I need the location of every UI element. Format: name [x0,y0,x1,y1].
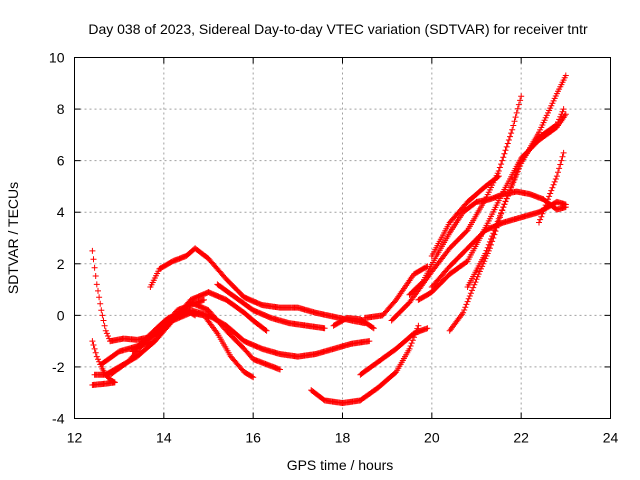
series-track-18 [428,198,569,290]
series-track-11 [214,281,328,332]
data-series [89,72,569,406]
series-markers [464,106,567,290]
y-axis-label: SDTVAR / TECUs [5,182,21,294]
y-tick-label: -4 [52,411,65,427]
x-tick-label: 16 [245,430,261,446]
x-axis-label: GPS time / hours [287,457,394,473]
series-track-12 [308,322,422,406]
series-track-1 [89,247,114,345]
series-markers [357,325,431,378]
x-tick-label: 12 [67,430,83,446]
series-markers [330,314,377,332]
y-tick-label: 0 [57,307,65,323]
y-tick-label: 8 [57,101,65,117]
y-tick-label: 2 [57,256,65,272]
y-tick-label: 10 [49,50,65,66]
series-markers [428,198,569,290]
series-track-13 [330,314,377,332]
series-markers [214,281,328,332]
x-tick-label: 24 [603,430,619,446]
y-tick-label: 4 [57,204,65,220]
series-markers [536,149,567,226]
series-markers [388,93,525,324]
series-track-16 [388,93,525,324]
series-markers [89,247,114,345]
series-track-15 [361,263,431,321]
series-track-19 [428,173,502,259]
series-markers [89,379,118,388]
series-track-7 [107,309,257,381]
series-track-14 [357,325,431,378]
series-markers [428,173,502,259]
y-tick-label: -2 [52,359,65,375]
y-tick-label: 6 [57,153,65,169]
x-tick-label: 14 [156,430,172,446]
x-tick-label: 18 [335,430,351,446]
series-track-10 [160,307,373,360]
x-tick-label: 20 [424,430,440,446]
chart-title: Day 038 of 2023, Sidereal Day-to-day VTE… [88,21,588,37]
series-markers [107,309,257,381]
series-markers [308,322,422,406]
series-markers [361,263,431,321]
series-track-23 [536,149,567,226]
series-track-22 [464,106,567,290]
x-tick-label: 22 [513,430,529,446]
series-track-3 [89,379,118,388]
series-markers [160,307,373,360]
grid [74,57,611,419]
